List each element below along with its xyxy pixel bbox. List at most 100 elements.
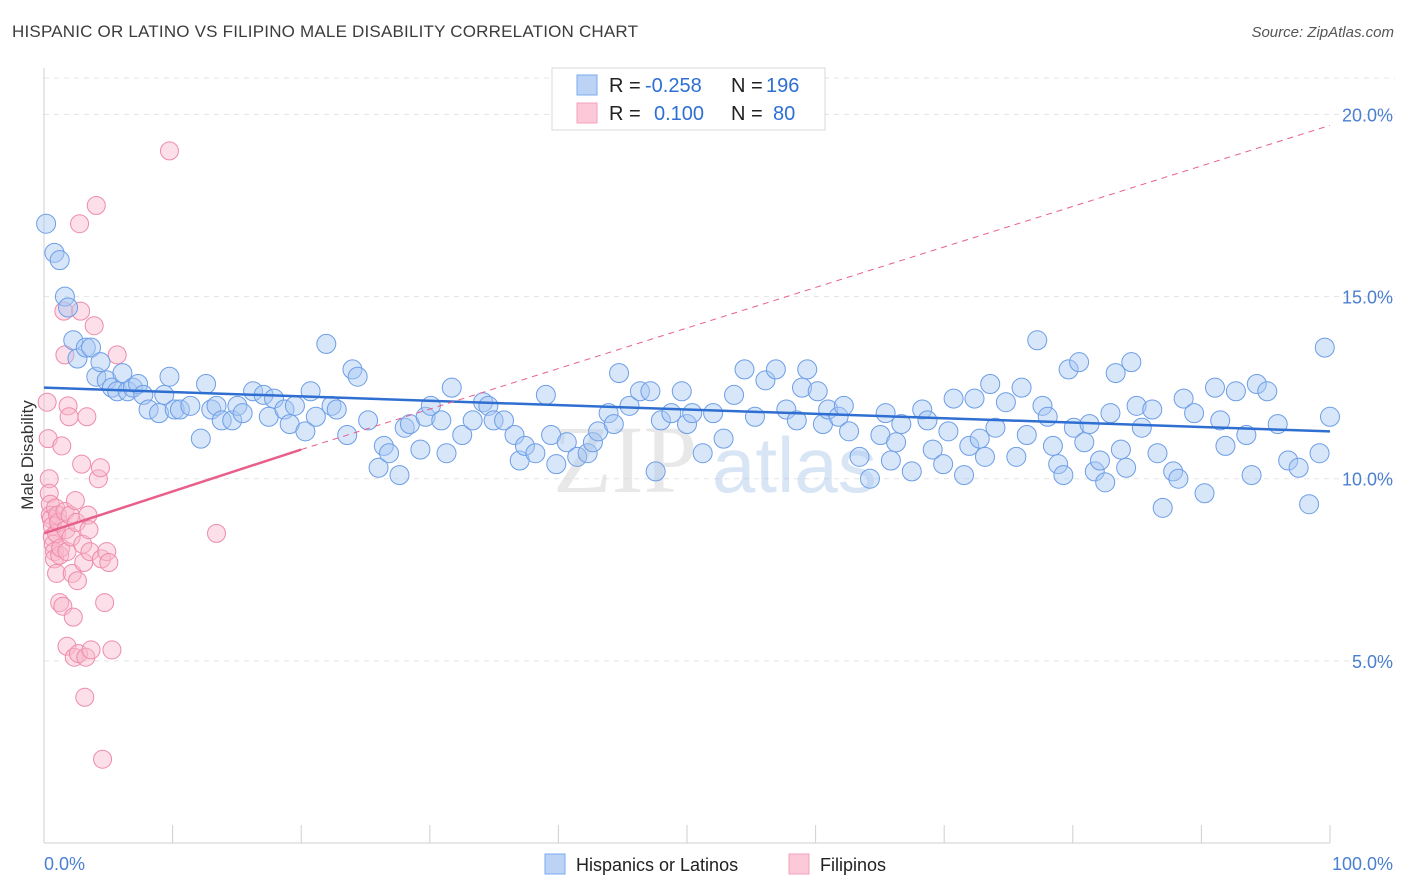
data-point [326, 399, 347, 420]
data-point [567, 446, 588, 467]
data-point [101, 377, 122, 398]
data-point [431, 410, 452, 431]
data-point [342, 359, 363, 380]
data-point [1006, 446, 1027, 467]
data-point [922, 439, 943, 460]
data-point [47, 563, 67, 583]
data-point [724, 384, 745, 405]
data-point [713, 428, 734, 449]
data-point [1278, 450, 1299, 471]
stats-legend: R = -0.258 N = 196 R = 0.100 N = 80 [551, 67, 826, 131]
data-point [264, 388, 285, 409]
data-point [1048, 454, 1069, 475]
data-point [71, 301, 91, 321]
data-point [44, 242, 65, 263]
data-point [849, 446, 870, 467]
data-point [1142, 399, 1163, 420]
data-point [917, 410, 938, 431]
data-point [1163, 461, 1184, 482]
stats-r-value-pink: 0.100 [654, 103, 704, 125]
data-point [1246, 374, 1267, 394]
data-point [54, 301, 74, 321]
data-point [734, 359, 755, 380]
data-point [792, 377, 813, 398]
data-point [1110, 439, 1131, 460]
data-point [1032, 395, 1053, 416]
data-point [1168, 468, 1189, 489]
data-point [677, 414, 697, 435]
data-point [1016, 425, 1037, 445]
stats-swatch-pink [576, 102, 598, 124]
data-point [58, 297, 79, 318]
data-point [1215, 435, 1236, 456]
data-point [1095, 472, 1116, 493]
data-point [938, 421, 959, 442]
data-point [107, 345, 127, 365]
data-point [807, 381, 828, 402]
data-point [969, 428, 990, 449]
data-point [1314, 337, 1335, 358]
data-point [295, 421, 316, 442]
data-point [67, 571, 87, 591]
data-point [1147, 443, 1168, 464]
data-point [483, 410, 504, 431]
data-point [1257, 381, 1278, 402]
data-point [452, 425, 473, 445]
data-point [373, 435, 394, 456]
data-point [974, 446, 995, 467]
data-point [703, 403, 724, 424]
trendlines [43, 124, 1331, 535]
data-point [57, 636, 77, 656]
data-point [1236, 425, 1257, 445]
data-point [90, 352, 111, 373]
data-point [49, 250, 70, 271]
data-point [54, 286, 75, 307]
data-point [39, 469, 59, 489]
data-point [514, 435, 535, 456]
y-tick-label: 5.0% [1352, 652, 1393, 672]
data-point [875, 403, 896, 424]
data-point [692, 443, 713, 464]
data-point [70, 214, 90, 234]
data-point [1011, 377, 1032, 398]
data-point [995, 392, 1016, 413]
data-point [629, 381, 650, 402]
legend-label-filipinos: Filipinos [820, 855, 886, 875]
data-point [36, 213, 57, 234]
data-point [61, 527, 81, 547]
data-point [227, 395, 248, 416]
data-point [59, 407, 79, 427]
data-point [169, 399, 190, 420]
data-point [765, 359, 786, 380]
data-point [154, 384, 175, 405]
data-point [1152, 497, 1173, 518]
chart-title: HISPANIC OR LATINO VS FILIPINO MALE DISA… [12, 22, 639, 41]
data-point [79, 520, 99, 540]
data-point [833, 395, 854, 416]
legend-swatch-hispanics [544, 853, 566, 875]
x-tick-label-max: 100.0% [1332, 854, 1393, 874]
data-point [379, 443, 400, 464]
data-point [201, 399, 222, 420]
data-point [1320, 406, 1340, 427]
data-point [886, 432, 907, 453]
data-point [63, 607, 83, 627]
data-point [525, 443, 546, 464]
data-point [232, 403, 253, 424]
data-point [1100, 403, 1121, 424]
data-point [650, 410, 671, 431]
data-point [81, 640, 101, 660]
data-point [122, 377, 143, 398]
data-point [828, 406, 849, 427]
data-point [1288, 457, 1309, 478]
data-point [149, 403, 170, 424]
data-point [90, 458, 110, 478]
data-point [901, 461, 922, 482]
data-point [1069, 352, 1090, 373]
data-point [1105, 363, 1126, 384]
data-point [797, 359, 818, 380]
data-point [284, 395, 305, 416]
data-point [1225, 381, 1246, 402]
data-point [67, 348, 88, 369]
